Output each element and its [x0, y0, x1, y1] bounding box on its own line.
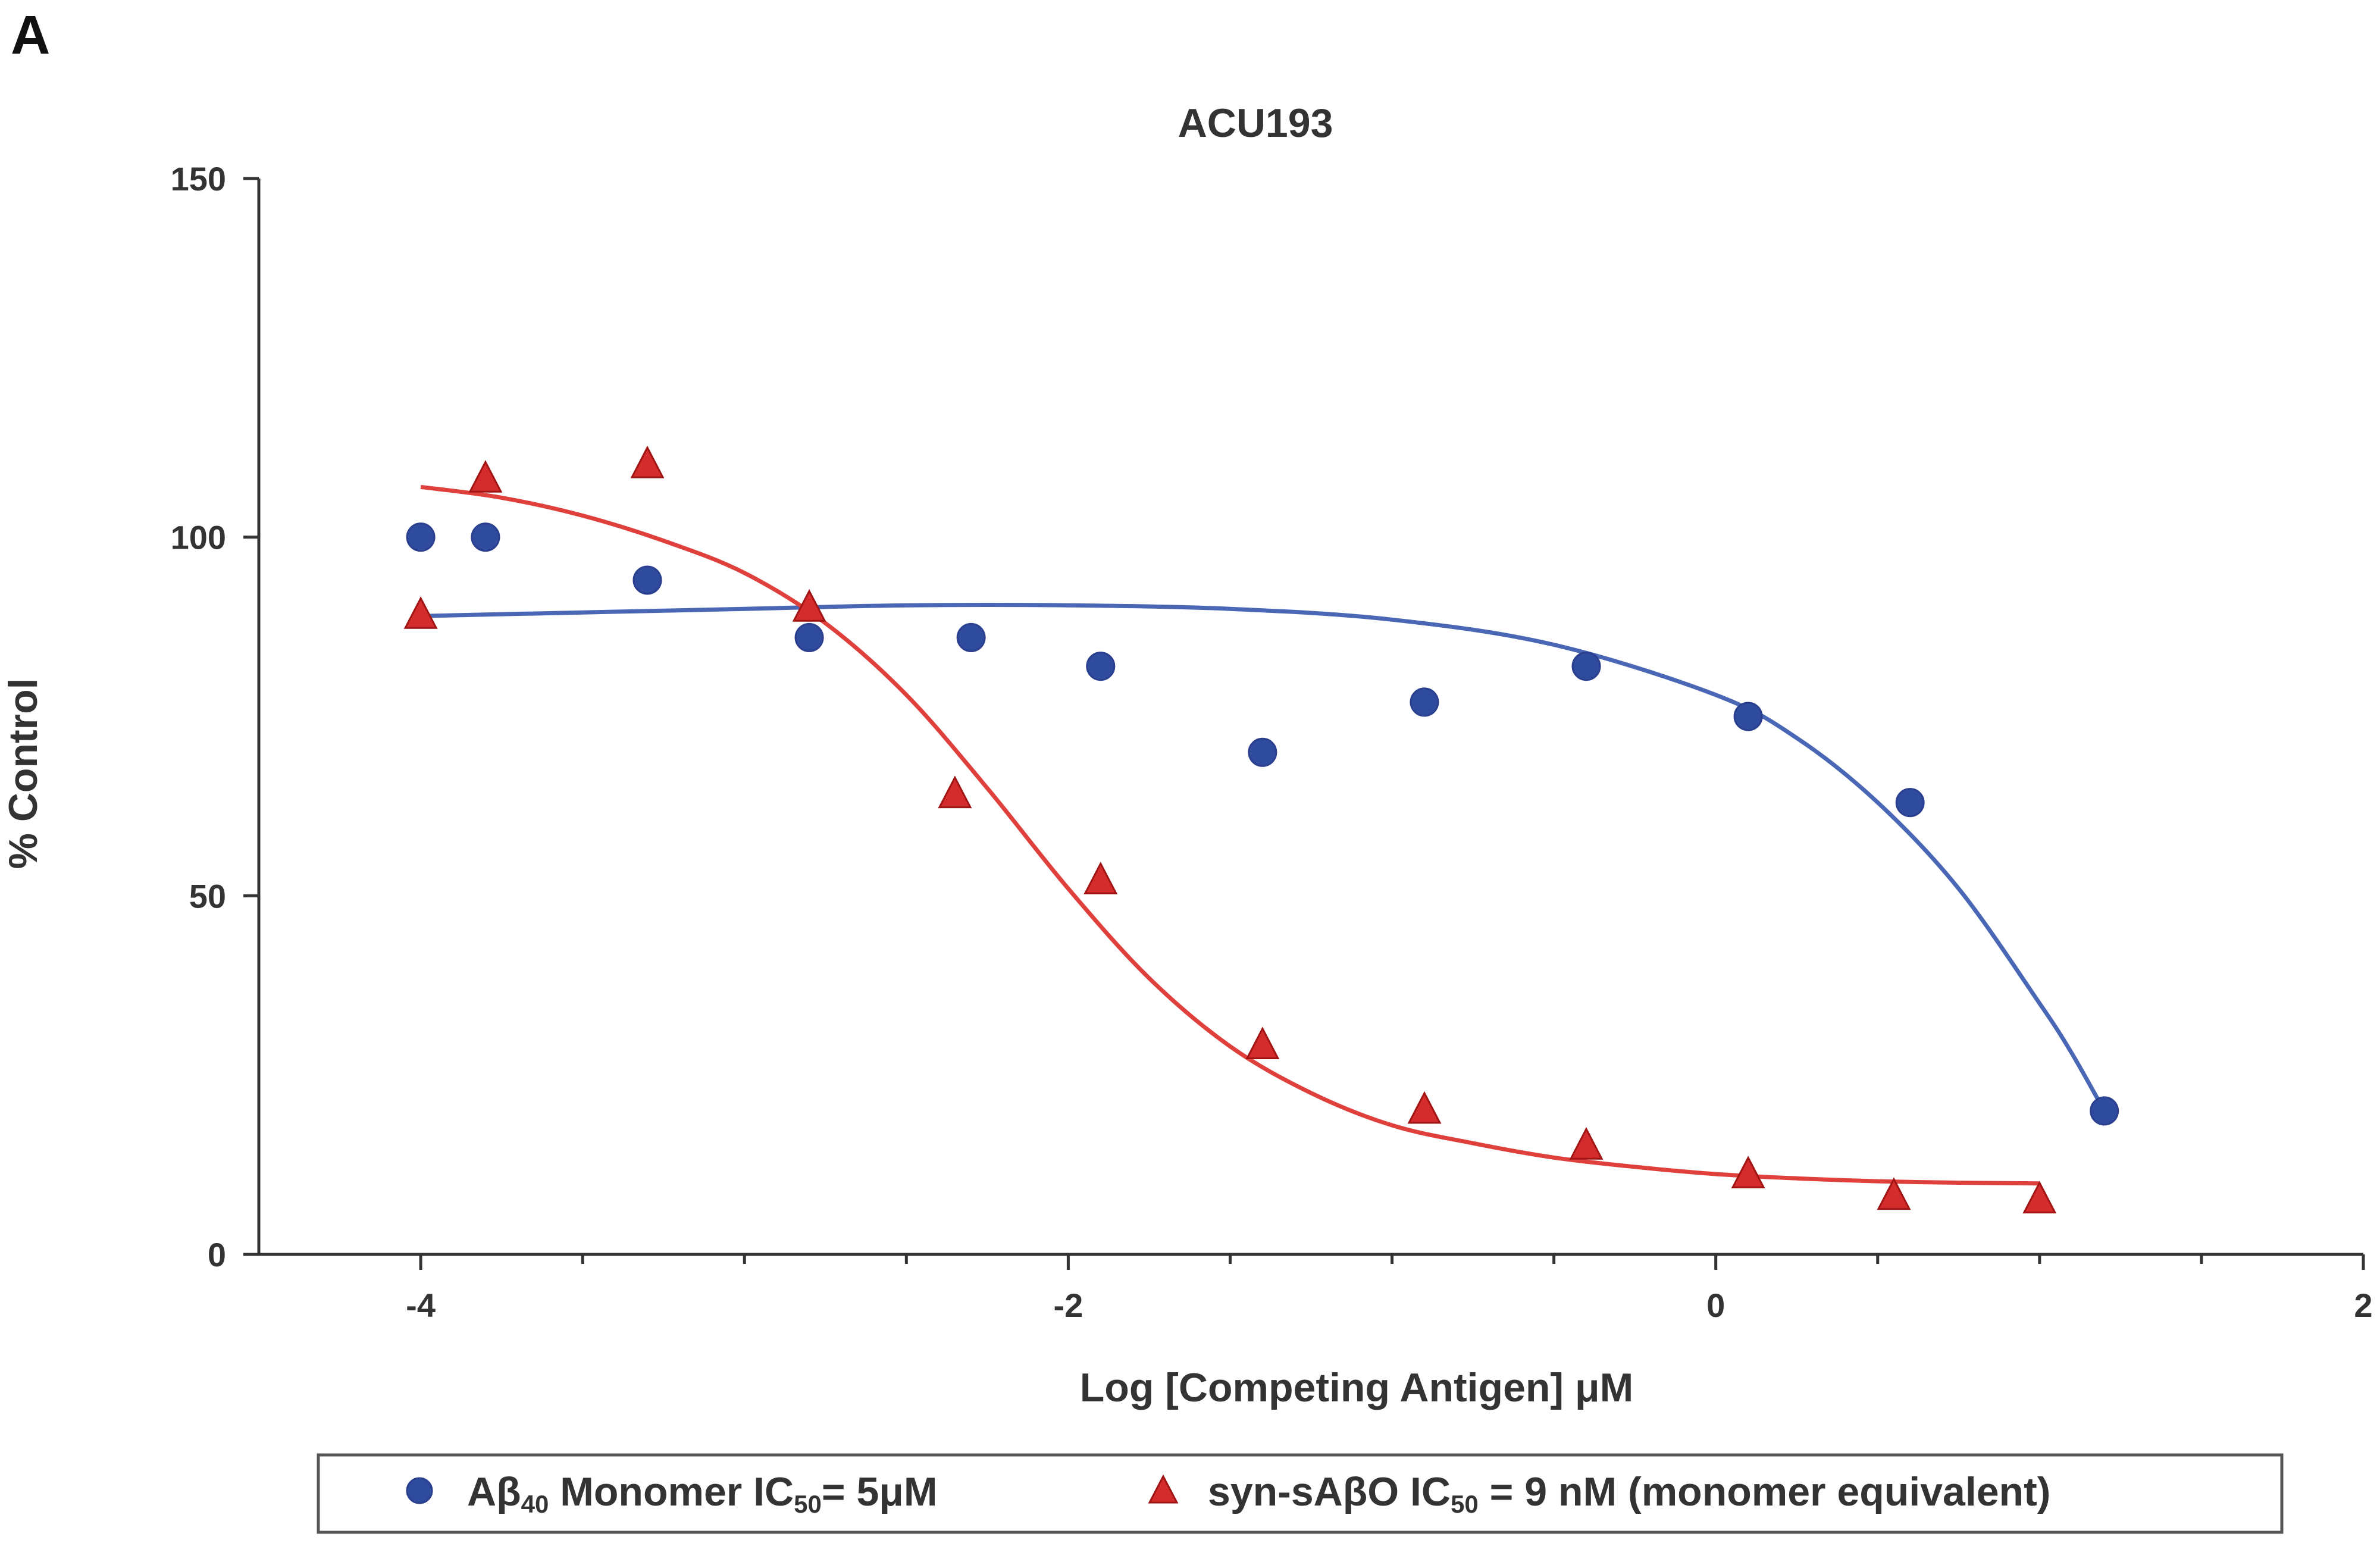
- data-points: [403, 445, 2119, 1214]
- legend-oligomer-sub1: 50: [1451, 1490, 1479, 1518]
- x-tick-label: 0: [1706, 1287, 1725, 1324]
- legend-marker-oligomer: [1148, 1474, 1179, 1504]
- legend-label-monomer: Aβ40 Monomer IC50= 5μM: [467, 1469, 938, 1518]
- data-point-monomer: [1733, 702, 1763, 731]
- data-point-monomer: [956, 622, 986, 652]
- data-point-oligomer: [792, 589, 826, 622]
- legend-monomer-middle: Monomer IC: [549, 1469, 794, 1514]
- y-ticks: 0 50 100 150: [171, 160, 259, 1273]
- data-point-monomer: [632, 565, 662, 595]
- data-point-monomer: [1571, 652, 1601, 681]
- data-point-monomer: [471, 522, 500, 552]
- x-tick-label: -2: [1053, 1287, 1083, 1324]
- data-point-monomer: [406, 522, 436, 552]
- legend-monomer-suffix: = 5μM: [822, 1469, 938, 1514]
- data-point-oligomer: [1245, 1026, 1280, 1059]
- data-point-oligomer: [938, 775, 972, 809]
- data-point-monomer: [1248, 737, 1277, 767]
- legend: Aβ40 Monomer IC50= 5μM syn-sAβO IC50 = 9…: [317, 1453, 2284, 1534]
- data-point-monomer: [1410, 687, 1439, 717]
- legend-box: [317, 1453, 2284, 1534]
- data-point-oligomer: [630, 445, 665, 478]
- x-tick-label: -4: [406, 1287, 436, 1324]
- data-point-monomer: [794, 622, 824, 652]
- y-tick-label: 50: [189, 877, 226, 915]
- data-point-monomer: [1086, 652, 1116, 681]
- y-tick-label: 150: [171, 160, 226, 198]
- data-point-oligomer: [1407, 1091, 1442, 1124]
- legend-monomer-prefix: Aβ: [467, 1469, 521, 1514]
- legend-label-oligomer: syn-sAβO IC50 = 9 nM (monomer equivalent…: [1208, 1469, 2050, 1518]
- axes: [257, 179, 2363, 1256]
- data-point-oligomer: [2022, 1181, 2057, 1214]
- y-axis-title: % Control: [1, 678, 46, 869]
- legend-monomer-sub1: 40: [521, 1490, 549, 1518]
- data-point-oligomer: [1877, 1177, 1911, 1210]
- y-tick-label: 100: [171, 519, 226, 556]
- fit-curve-oligomer: [420, 484, 2040, 1186]
- data-point-monomer: [2090, 1096, 2119, 1126]
- x-ticks: -4 -2 0 2: [406, 1254, 2373, 1324]
- fit-curve-monomer: [421, 602, 2106, 1112]
- panel-label: A: [11, 5, 50, 65]
- legend-marker-monomer: [406, 1477, 433, 1504]
- legend-oligomer-prefix: syn-sAβO IC: [1208, 1469, 1451, 1514]
- x-tick-label: 2: [2354, 1287, 2372, 1324]
- data-point-oligomer: [468, 459, 503, 493]
- y-tick-label: 0: [208, 1236, 226, 1273]
- fit-curves: [420, 484, 2106, 1186]
- data-point-oligomer: [403, 596, 438, 629]
- data-point-oligomer: [1569, 1126, 1604, 1160]
- legend-oligomer-middle: = 9 nM (monomer equivalent): [1479, 1469, 2051, 1514]
- chart-title: ACU193: [1178, 101, 1333, 146]
- data-point-monomer: [1895, 788, 1925, 818]
- x-axis-title: Log [Competing Antigen] μM: [1080, 1365, 1633, 1410]
- data-point-oligomer: [1731, 1156, 1765, 1188]
- data-point-oligomer: [1083, 861, 1118, 894]
- legend-monomer-sub2: 50: [794, 1490, 822, 1518]
